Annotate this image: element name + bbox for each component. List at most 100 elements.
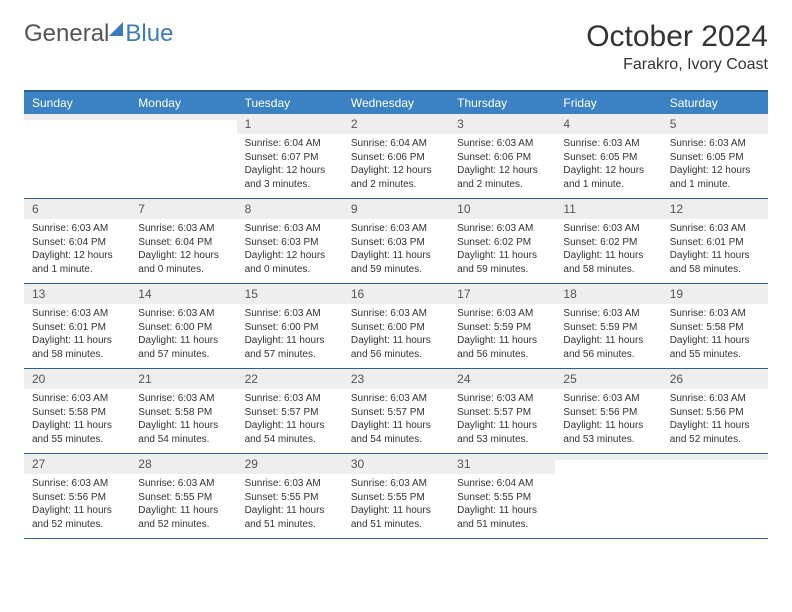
- calendar-cell: 14Sunrise: 6:03 AMSunset: 6:00 PMDayligh…: [130, 284, 236, 368]
- calendar-cell: [24, 114, 130, 198]
- sunset-line: Sunset: 6:00 PM: [138, 321, 228, 335]
- cell-date: 10: [449, 199, 555, 219]
- daylight-line: Daylight: 11 hours and 57 minutes.: [138, 334, 228, 361]
- sunrise-line: Sunrise: 6:03 AM: [563, 307, 653, 321]
- cell-date: 31: [449, 454, 555, 474]
- cell-body: Sunrise: 6:03 AMSunset: 6:04 PMDaylight:…: [130, 219, 236, 282]
- calendar-cell: 23Sunrise: 6:03 AMSunset: 5:57 PMDayligh…: [343, 369, 449, 453]
- daylight-line: Daylight: 11 hours and 55 minutes.: [670, 334, 760, 361]
- sunset-line: Sunset: 5:56 PM: [563, 406, 653, 420]
- sunset-line: Sunset: 6:05 PM: [670, 151, 760, 165]
- day-name: Tuesday: [237, 92, 343, 114]
- calendar-cell: 4Sunrise: 6:03 AMSunset: 6:05 PMDaylight…: [555, 114, 661, 198]
- daylight-line: Daylight: 12 hours and 1 minute.: [563, 164, 653, 191]
- daylight-line: Daylight: 11 hours and 55 minutes.: [32, 419, 122, 446]
- cell-body: Sunrise: 6:03 AMSunset: 6:03 PMDaylight:…: [343, 219, 449, 282]
- cell-body: Sunrise: 6:03 AMSunset: 5:57 PMDaylight:…: [237, 389, 343, 452]
- daylight-line: Daylight: 12 hours and 2 minutes.: [351, 164, 441, 191]
- cell-date: 5: [662, 114, 768, 134]
- week-row: 6Sunrise: 6:03 AMSunset: 6:04 PMDaylight…: [24, 199, 768, 284]
- sunrise-line: Sunrise: 6:03 AM: [563, 392, 653, 406]
- calendar-cell: 8Sunrise: 6:03 AMSunset: 6:03 PMDaylight…: [237, 199, 343, 283]
- calendar-cell: 10Sunrise: 6:03 AMSunset: 6:02 PMDayligh…: [449, 199, 555, 283]
- calendar-cell: 16Sunrise: 6:03 AMSunset: 6:00 PMDayligh…: [343, 284, 449, 368]
- sunrise-line: Sunrise: 6:03 AM: [670, 392, 760, 406]
- daylight-line: Daylight: 11 hours and 52 minutes.: [670, 419, 760, 446]
- sunset-line: Sunset: 6:03 PM: [351, 236, 441, 250]
- sunrise-line: Sunrise: 6:03 AM: [32, 222, 122, 236]
- cell-date: 4: [555, 114, 661, 134]
- sunrise-line: Sunrise: 6:03 AM: [245, 222, 335, 236]
- sunset-line: Sunset: 5:57 PM: [351, 406, 441, 420]
- cell-date: 21: [130, 369, 236, 389]
- week-row: 1Sunrise: 6:04 AMSunset: 6:07 PMDaylight…: [24, 114, 768, 199]
- sunset-line: Sunset: 5:58 PM: [138, 406, 228, 420]
- sunset-line: Sunset: 6:06 PM: [351, 151, 441, 165]
- daylight-line: Daylight: 12 hours and 1 minute.: [670, 164, 760, 191]
- cell-body: Sunrise: 6:03 AMSunset: 6:06 PMDaylight:…: [449, 134, 555, 197]
- sunset-line: Sunset: 5:56 PM: [670, 406, 760, 420]
- sunset-line: Sunset: 5:59 PM: [563, 321, 653, 335]
- daylight-line: Daylight: 11 hours and 59 minutes.: [351, 249, 441, 276]
- cell-body: Sunrise: 6:03 AMSunset: 6:00 PMDaylight:…: [343, 304, 449, 367]
- sunrise-line: Sunrise: 6:03 AM: [138, 307, 228, 321]
- calendar-cell: 20Sunrise: 6:03 AMSunset: 5:58 PMDayligh…: [24, 369, 130, 453]
- sunrise-line: Sunrise: 6:03 AM: [670, 222, 760, 236]
- sunrise-line: Sunrise: 6:03 AM: [138, 392, 228, 406]
- cell-body: Sunrise: 6:03 AMSunset: 6:02 PMDaylight:…: [555, 219, 661, 282]
- sunset-line: Sunset: 6:04 PM: [32, 236, 122, 250]
- title-location: Farakro, Ivory Coast: [586, 56, 768, 74]
- calendar-cell: 29Sunrise: 6:03 AMSunset: 5:55 PMDayligh…: [237, 454, 343, 538]
- cell-body: Sunrise: 6:04 AMSunset: 6:07 PMDaylight:…: [237, 134, 343, 197]
- sunrise-line: Sunrise: 6:04 AM: [351, 137, 441, 151]
- day-name: Friday: [555, 92, 661, 114]
- cell-body: Sunrise: 6:03 AMSunset: 5:56 PMDaylight:…: [24, 474, 130, 537]
- cell-body: Sunrise: 6:03 AMSunset: 6:05 PMDaylight:…: [662, 134, 768, 197]
- cell-date: 2: [343, 114, 449, 134]
- logo: General Blue: [24, 20, 173, 48]
- sunset-line: Sunset: 5:55 PM: [245, 491, 335, 505]
- cell-date: 22: [237, 369, 343, 389]
- calendar-cell: 5Sunrise: 6:03 AMSunset: 6:05 PMDaylight…: [662, 114, 768, 198]
- sunrise-line: Sunrise: 6:03 AM: [457, 222, 547, 236]
- daylight-line: Daylight: 11 hours and 53 minutes.: [457, 419, 547, 446]
- daylight-line: Daylight: 11 hours and 59 minutes.: [457, 249, 547, 276]
- cell-body: Sunrise: 6:03 AMSunset: 5:55 PMDaylight:…: [130, 474, 236, 537]
- cell-date: 19: [662, 284, 768, 304]
- calendar-cell: 13Sunrise: 6:03 AMSunset: 6:01 PMDayligh…: [24, 284, 130, 368]
- sunrise-line: Sunrise: 6:03 AM: [457, 137, 547, 151]
- day-name: Wednesday: [343, 92, 449, 114]
- cell-body: [662, 460, 768, 520]
- calendar-cell: 3Sunrise: 6:03 AMSunset: 6:06 PMDaylight…: [449, 114, 555, 198]
- cell-body: Sunrise: 6:03 AMSunset: 5:59 PMDaylight:…: [449, 304, 555, 367]
- cell-body: Sunrise: 6:04 AMSunset: 5:55 PMDaylight:…: [449, 474, 555, 537]
- cell-body: Sunrise: 6:03 AMSunset: 5:58 PMDaylight:…: [662, 304, 768, 367]
- daylight-line: Daylight: 11 hours and 52 minutes.: [32, 504, 122, 531]
- cell-date: 11: [555, 199, 661, 219]
- logo-text-1: General: [24, 20, 109, 48]
- calendar-cell: 26Sunrise: 6:03 AMSunset: 5:56 PMDayligh…: [662, 369, 768, 453]
- sunset-line: Sunset: 5:59 PM: [457, 321, 547, 335]
- sunset-line: Sunset: 5:56 PM: [32, 491, 122, 505]
- cell-date: 23: [343, 369, 449, 389]
- sunrise-line: Sunrise: 6:03 AM: [670, 307, 760, 321]
- daylight-line: Daylight: 11 hours and 58 minutes.: [670, 249, 760, 276]
- daylight-line: Daylight: 11 hours and 51 minutes.: [457, 504, 547, 531]
- day-name: Monday: [130, 92, 236, 114]
- daylight-line: Daylight: 11 hours and 51 minutes.: [351, 504, 441, 531]
- sunset-line: Sunset: 5:58 PM: [670, 321, 760, 335]
- sunrise-line: Sunrise: 6:03 AM: [351, 477, 441, 491]
- cell-body: Sunrise: 6:03 AMSunset: 5:56 PMDaylight:…: [662, 389, 768, 452]
- sunrise-line: Sunrise: 6:03 AM: [351, 222, 441, 236]
- cell-body: Sunrise: 6:03 AMSunset: 5:55 PMDaylight:…: [237, 474, 343, 537]
- cell-body: [555, 460, 661, 520]
- cell-body: Sunrise: 6:03 AMSunset: 5:57 PMDaylight:…: [343, 389, 449, 452]
- calendar-cell: 19Sunrise: 6:03 AMSunset: 5:58 PMDayligh…: [662, 284, 768, 368]
- day-name: Sunday: [24, 92, 130, 114]
- cell-date: 30: [343, 454, 449, 474]
- sunrise-line: Sunrise: 6:04 AM: [245, 137, 335, 151]
- sunrise-line: Sunrise: 6:03 AM: [563, 137, 653, 151]
- weeks-container: 1Sunrise: 6:04 AMSunset: 6:07 PMDaylight…: [24, 114, 768, 539]
- sunset-line: Sunset: 5:55 PM: [351, 491, 441, 505]
- cell-body: Sunrise: 6:03 AMSunset: 6:00 PMDaylight:…: [130, 304, 236, 367]
